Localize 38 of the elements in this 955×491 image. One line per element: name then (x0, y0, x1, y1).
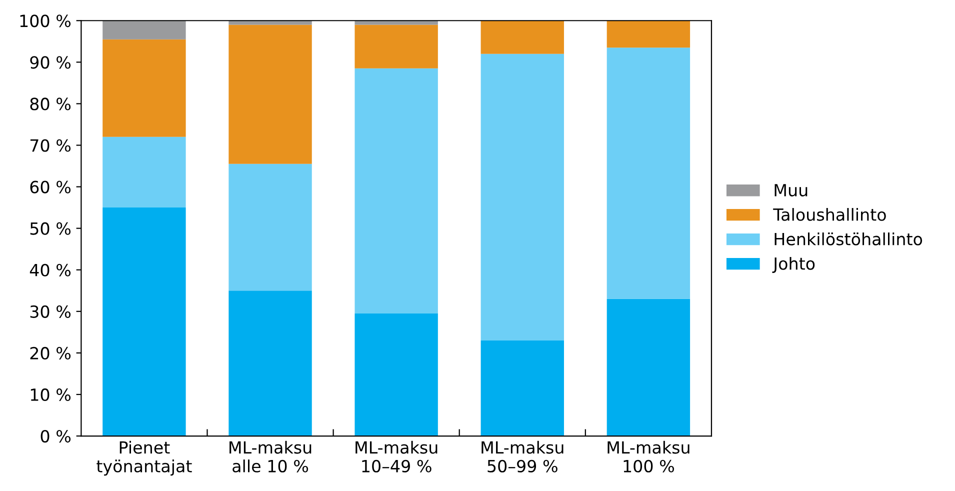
y-tick-label: 50 % (30, 222, 71, 235)
y-tick-label: 70 % (30, 139, 71, 152)
y-tick-label: 90 % (30, 56, 71, 69)
bar (354, 313, 438, 436)
legend-label: Taloushallinto (773, 208, 886, 221)
bar (480, 54, 564, 340)
bar (102, 39, 186, 137)
bar (606, 20, 690, 48)
bar (228, 290, 312, 436)
bar (354, 20, 438, 25)
bar (228, 24, 312, 164)
y-tick-label: 60 % (30, 180, 71, 194)
bar (102, 20, 186, 40)
x-tick-label: Pienet työnantajat (96, 440, 192, 476)
legend-label: Henkilöstöhallinto (774, 232, 922, 246)
y-tick-label: 10 % (30, 388, 71, 402)
legend-label: Johto (772, 256, 815, 273)
bar (228, 20, 312, 25)
bar (102, 208, 186, 436)
bar (102, 136, 186, 208)
bar (606, 48, 690, 299)
legend-label: Muu (774, 184, 808, 196)
bar (606, 298, 690, 436)
x-tick-label: ML-maksu 100 % (608, 440, 690, 472)
y-tick-label: 20 % (30, 346, 71, 360)
y-tick-label: 40 % (30, 264, 71, 276)
x-tick-label: ML-maksu 50–99 % (482, 440, 564, 472)
y-tick-label: 0 % (40, 430, 71, 443)
bar (480, 20, 564, 54)
x-tick-label: ML-maksu alle 10 % (230, 440, 312, 472)
y-tick-label: 100 % (20, 14, 71, 28)
bar (480, 340, 564, 436)
bar (354, 24, 438, 68)
y-tick-label: 30 % (30, 305, 71, 318)
bar (228, 164, 312, 291)
x-tick-label: ML-maksu 10–49 % (356, 440, 438, 472)
y-tick-label: 80 % (30, 98, 71, 110)
bar (354, 68, 438, 314)
